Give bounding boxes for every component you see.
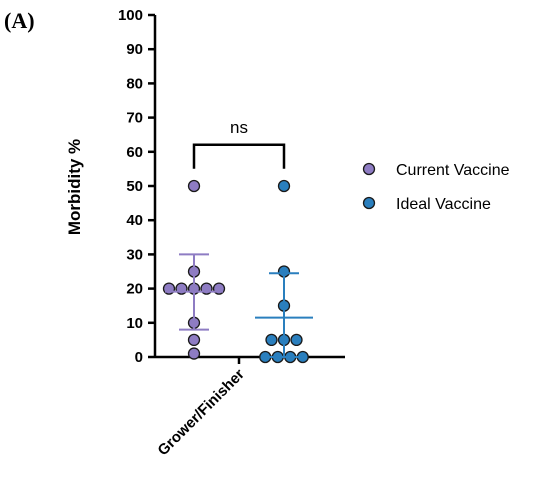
- x-axis: Grower/Finisher: [154, 355, 345, 459]
- legend-item: Current Vaccine: [362, 162, 510, 179]
- significance-label: ns: [230, 118, 248, 137]
- legend-item: Ideal Vaccine: [362, 196, 491, 213]
- annotations: ns: [192, 118, 286, 169]
- y-tick-label: 0: [135, 349, 143, 366]
- legend: Current Vaccine Ideal Vaccine: [362, 162, 510, 213]
- panel-label: (A): [4, 8, 35, 33]
- y-tick-label: 90: [126, 41, 143, 58]
- data-point: [187, 347, 201, 360]
- series-1: [255, 179, 313, 364]
- data-point: [265, 333, 278, 347]
- data-point: [187, 333, 201, 347]
- y-tick-label: 10: [126, 315, 143, 332]
- data-point: [290, 333, 303, 347]
- y-tick-label: 20: [126, 281, 143, 298]
- legend-marker: [362, 196, 376, 210]
- y-tick-label: 80: [126, 75, 143, 92]
- x-tick-label: Grower/Finisher: [154, 366, 247, 459]
- significance-bracket: [192, 143, 286, 169]
- data-point: [277, 179, 291, 193]
- legend-label: Ideal Vaccine: [396, 196, 491, 213]
- y-tick-label: 30: [126, 246, 143, 263]
- y-tick-label: 50: [126, 178, 143, 195]
- y-tick-label: 70: [126, 110, 143, 127]
- y-tick-label: 100: [118, 7, 143, 24]
- y-tick-label: 60: [126, 144, 143, 161]
- series-0: [162, 179, 226, 360]
- y-axis: 0 10 20 30 40 50 60 70 80 90 100: [118, 7, 157, 366]
- plot-area: [162, 179, 313, 364]
- legend-label: Current Vaccine: [396, 162, 510, 179]
- legend-marker: [362, 162, 376, 176]
- data-point: [187, 179, 201, 193]
- y-tick-label: 40: [126, 212, 143, 229]
- y-axis-title: Morbidity %: [65, 139, 84, 235]
